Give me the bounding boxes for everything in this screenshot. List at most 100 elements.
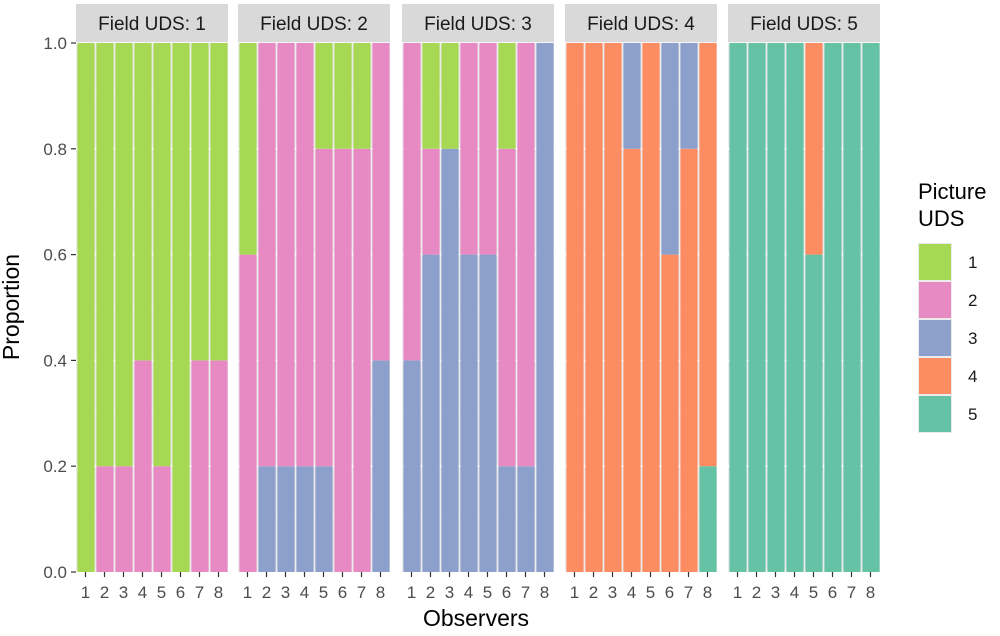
facet-strip-label: Field UDS: 4 (587, 14, 695, 35)
legend-label: 2 (968, 291, 977, 310)
bar-segment-obs6-uds1 (172, 43, 190, 572)
bar-segment-obs5-uds3 (479, 254, 497, 572)
bar-segment-obs6-uds3 (661, 43, 679, 255)
x-tick-label: 6 (828, 583, 837, 602)
legend-title: UDS (918, 206, 964, 231)
x-tick-label: 2 (100, 583, 109, 602)
bar-segment-obs2-uds5 (748, 43, 766, 572)
bar-segment-obs3-uds3 (277, 466, 295, 572)
x-tick-label: 3 (119, 583, 128, 602)
legend-swatch-5 (919, 396, 951, 432)
facet-panel-2: Field UDS: 2 1 2 3 4 5 6 7 8 (238, 4, 390, 602)
y-axis: 0.0 0.2 0.4 0.6 0.8 1.0 (43, 34, 76, 582)
bar-segment-obs6-uds1 (498, 43, 516, 149)
facet-strip-label: Field UDS: 3 (424, 14, 532, 35)
bar-segment-obs6-uds2 (334, 148, 352, 573)
y-tick-label: 0.0 (43, 563, 67, 582)
x-tick-label: 7 (847, 583, 856, 602)
bar-segment-obs8-uds5 (699, 466, 717, 572)
y-tick-label: 0.8 (43, 140, 67, 159)
bar-segment-obs8-uds4 (699, 43, 717, 467)
y-tick-label: 0.6 (43, 246, 67, 265)
facet-panel-1: Field UDS: 1 1 2 3 4 5 6 7 8 (76, 4, 228, 602)
facet-strip-bg (565, 4, 717, 43)
bar-segment-obs7-uds3 (517, 466, 535, 572)
bar-segment-obs6-uds5 (824, 43, 842, 572)
bar-segment-obs4-uds2 (460, 43, 478, 255)
bar-segment-obs4-uds1 (134, 43, 152, 361)
bar-segment-obs7-uds1 (191, 43, 209, 361)
x-tick-label: 2 (752, 583, 761, 602)
x-axis-title: Observers (423, 605, 529, 631)
bar-segment-obs1-uds5 (729, 43, 747, 572)
x-tick-label: 8 (214, 583, 223, 602)
x-tick-label: 6 (176, 583, 185, 602)
bar-segment-obs8-uds2 (210, 360, 228, 572)
bar-segment-obs1-uds2 (403, 43, 421, 361)
bar-segment-obs3-uds2 (277, 43, 295, 467)
bar-segment-obs3-uds2 (115, 466, 133, 572)
x-tick-label: 8 (703, 583, 712, 602)
x-tick-label: 5 (809, 583, 818, 602)
x-tick-label: 8 (866, 583, 875, 602)
bar-segment-obs8-uds1 (210, 43, 228, 361)
bar-segment-obs1-uds2 (239, 254, 257, 572)
bar-segment-obs7-uds2 (191, 360, 209, 572)
x-tick-label: 5 (319, 583, 328, 602)
y-tick-label: 0.4 (43, 351, 67, 370)
legend-title: Picture (918, 179, 986, 204)
x-tick-label: 7 (195, 583, 204, 602)
x-tick-label: 3 (281, 583, 290, 602)
legend-swatch-2 (919, 282, 951, 318)
x-tick-label: 3 (445, 583, 454, 602)
facet-strip-label: Field UDS: 1 (98, 14, 206, 35)
facet-strip-bg (76, 4, 228, 43)
x-tick-label: 7 (357, 583, 366, 602)
bar-segment-obs4-uds2 (134, 360, 152, 572)
facet-panel-3: Field UDS: 3 1 2 3 4 5 6 7 8 (402, 4, 554, 602)
bar-segment-obs7-uds3 (680, 43, 698, 149)
bar-segment-obs1-uds1 (239, 43, 257, 255)
legend-swatch-1 (919, 244, 951, 280)
bar-segment-obs8-uds5 (862, 43, 880, 572)
facet-strip-label: Field UDS: 2 (260, 14, 368, 35)
facet-panel-4: Field UDS: 4 1 2 3 4 5 6 7 8 (565, 4, 717, 602)
legend-swatch-4 (919, 358, 951, 394)
bar-segment-obs4-uds2 (296, 43, 314, 467)
x-tick-label: 3 (608, 583, 617, 602)
x-tick-label: 6 (665, 583, 674, 602)
bar-segment-obs6-uds2 (498, 148, 516, 467)
x-tick-label: 2 (589, 583, 598, 602)
bar-segment-obs2-uds2 (258, 43, 276, 467)
x-tick-label: 2 (262, 583, 271, 602)
bar-segment-obs4-uds3 (460, 254, 478, 572)
bar-segment-obs6-uds4 (661, 254, 679, 572)
bar-segment-obs2-uds3 (258, 466, 276, 572)
x-tick-label: 4 (627, 583, 636, 602)
bar-segment-obs1-uds1 (77, 43, 95, 572)
x-tick-label: 7 (684, 583, 693, 602)
x-tick-label: 5 (646, 583, 655, 602)
bar-segment-obs2-uds2 (422, 148, 440, 255)
x-tick-label: 1 (733, 583, 742, 602)
bar-segment-obs4-uds4 (623, 148, 641, 573)
legend-label: 5 (968, 405, 977, 424)
x-tick-label: 3 (771, 583, 780, 602)
x-tick-label: 1 (407, 583, 416, 602)
bar-segment-obs7-uds1 (353, 43, 371, 149)
bar-segment-obs1-uds3 (403, 360, 421, 572)
x-tick-label: 4 (464, 583, 473, 602)
bar-segment-obs2-uds3 (422, 254, 440, 572)
legend-label: 4 (968, 367, 977, 386)
x-tick-label: 4 (300, 583, 309, 602)
bar-segment-obs5-uds3 (315, 466, 333, 572)
x-tick-label: 1 (570, 583, 579, 602)
x-tick-label: 4 (790, 583, 799, 602)
facet-strip-bg (238, 4, 390, 43)
bar-segment-obs5-uds4 (642, 43, 660, 572)
bar-segment-obs5-uds1 (153, 43, 171, 467)
